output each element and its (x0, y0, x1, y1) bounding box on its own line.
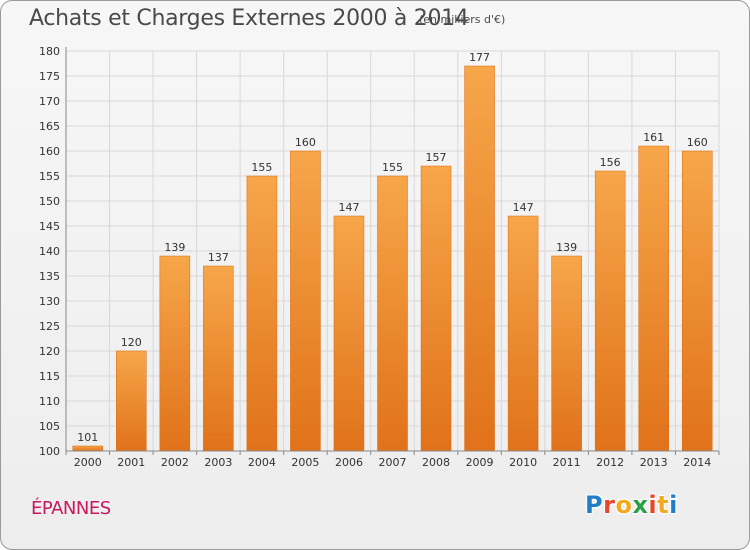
y-tick-label: 165 (39, 120, 60, 133)
x-tick-label: 2000 (74, 456, 102, 469)
y-tick-label: 120 (39, 345, 60, 358)
bar (333, 215, 365, 452)
y-tick-label: 115 (39, 370, 60, 383)
logo-letter: x (632, 491, 649, 519)
y-tick-label: 135 (39, 270, 60, 283)
x-tick-label: 2014 (683, 456, 711, 469)
bar (116, 350, 147, 452)
bar (420, 165, 452, 452)
bar-value-label: 160 (687, 136, 708, 149)
bar (159, 255, 191, 452)
bar-value-label: 139 (556, 241, 577, 254)
y-tick-label: 125 (39, 320, 60, 333)
proxiti-logo[interactable]: Proxiti (585, 491, 678, 519)
x-tick-label: 2009 (466, 456, 494, 469)
x-tick-label: 2010 (509, 456, 537, 469)
logo-letter: o (615, 491, 633, 519)
x-tick-label: 2002 (161, 456, 189, 469)
bar (203, 265, 234, 452)
bar-value-label: 101 (77, 431, 98, 444)
bar (246, 175, 278, 452)
y-tick-label: 140 (39, 245, 60, 258)
y-tick-label: 150 (39, 195, 60, 208)
bar-value-label: 147 (513, 201, 534, 214)
bar-value-label: 161 (643, 131, 664, 144)
y-tick-label: 170 (39, 95, 60, 108)
bar-value-label: 137 (208, 251, 229, 264)
bar (507, 215, 539, 452)
bar-value-label: 155 (382, 161, 403, 174)
logo-letter: P (585, 491, 604, 519)
logo-letter: i (669, 491, 678, 519)
bar (551, 255, 582, 452)
y-tick-label: 110 (39, 395, 60, 408)
x-tick-label: 2006 (335, 456, 363, 469)
x-tick-label: 2007 (379, 456, 407, 469)
bar-value-label: 155 (251, 161, 272, 174)
logo-letter: i (648, 491, 658, 519)
y-tick-label: 160 (39, 145, 60, 158)
bar-value-label: 147 (338, 201, 359, 214)
chart-subtitle: (en milliers d'€) (419, 13, 506, 26)
x-tick-label: 2012 (596, 456, 624, 469)
bar-value-label: 120 (121, 336, 142, 349)
x-tick-label: 2004 (248, 456, 276, 469)
y-tick-label: 105 (39, 420, 60, 433)
chart-title: Achats et Charges Externes 2000 à 2014 (29, 6, 469, 31)
x-tick-label: 2011 (553, 456, 581, 469)
bar (638, 145, 669, 452)
place-name: ÉPANNES (31, 498, 111, 519)
bars: 101 120 139 137 155 160 147 155 157 177 147 139 156 1… (72, 51, 713, 452)
y-tick-label: 145 (39, 220, 60, 233)
y-tick-label: 155 (39, 170, 60, 183)
y-tick-label: 175 (39, 70, 60, 83)
bar (290, 150, 321, 452)
y-tick-label: 180 (39, 45, 60, 58)
y-tick-label: 130 (39, 295, 60, 308)
bar (72, 445, 104, 452)
bar-value-label: 177 (469, 51, 490, 64)
x-tick-label: 2008 (422, 456, 450, 469)
logo-letter: t (657, 491, 670, 519)
bar-value-label: 160 (295, 136, 316, 149)
bar (377, 175, 408, 452)
bar (464, 65, 495, 452)
bar-value-label: 156 (600, 156, 621, 169)
logo-letter: r (603, 491, 616, 519)
bar-value-label: 139 (164, 241, 185, 254)
x-tick-label: 2013 (640, 456, 668, 469)
axes: 1001051101151201251301351401451501551601… (39, 45, 720, 469)
y-tick-label: 100 (39, 445, 60, 458)
bar (594, 170, 626, 452)
x-tick-label: 2001 (117, 456, 145, 469)
x-tick-label: 2005 (291, 456, 319, 469)
bar (681, 150, 713, 452)
x-tick-label: 2003 (204, 456, 232, 469)
bar-value-label: 157 (426, 151, 447, 164)
